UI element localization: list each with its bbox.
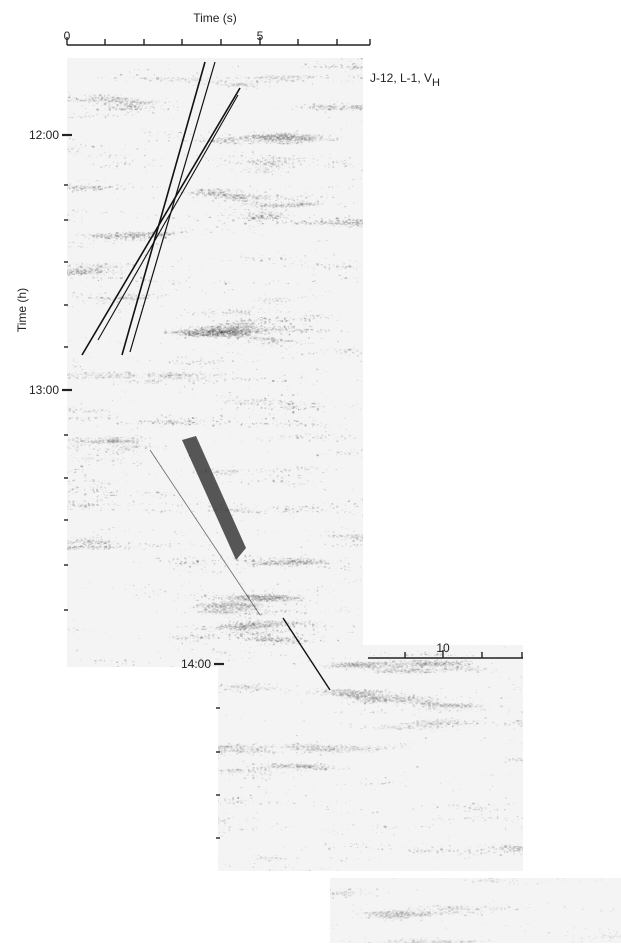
tick-label: 13:00 (29, 383, 59, 397)
tick-label: 12:00 (29, 128, 59, 142)
tick-label: 14:00 (181, 657, 211, 671)
record-texture (330, 878, 621, 943)
tick-label: 0 (64, 29, 71, 43)
axis-title: Time (h) (15, 288, 29, 332)
tick-label: 5 (257, 29, 264, 43)
axis-title: Time (s) (193, 11, 237, 25)
record-label-subscript: H (432, 77, 440, 89)
record-texture (67, 58, 363, 667)
arrivals (81, 61, 331, 691)
tick-label: 10 (436, 641, 450, 655)
axis-ticks (404, 650, 523, 658)
record-texture (218, 645, 523, 871)
axis-ticks (62, 133, 224, 839)
record-label-text: J-12, L-1, V (370, 71, 432, 85)
axis-ticks (66, 37, 371, 45)
record-label: J-12, L-1, VH (370, 71, 440, 89)
